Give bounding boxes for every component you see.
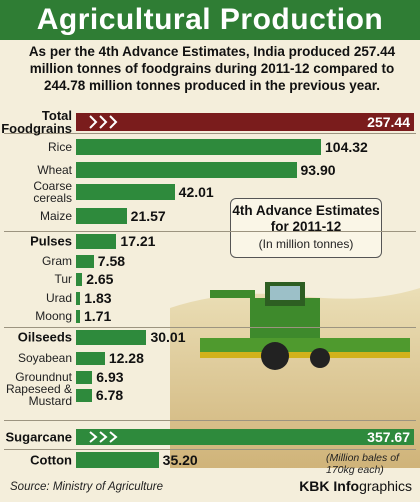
value-label: 2.65 (86, 271, 114, 287)
break-chevron (89, 431, 98, 443)
value-label: 6.93 (96, 369, 124, 385)
credit: KBK Infographics (299, 478, 412, 494)
value-label: 30.01 (150, 329, 186, 345)
value-label: 1.71 (84, 308, 112, 324)
break-mark (89, 115, 118, 129)
harvester-photo (170, 282, 420, 468)
category-label: Wheat (37, 163, 72, 177)
bar (76, 291, 81, 305)
value-label: 357.67 (367, 429, 410, 445)
subtitle: As per the 4th Advance Estimates, India … (28, 44, 396, 93)
category-label: Rapeseed & Mustard (5, 382, 72, 408)
bar (76, 309, 81, 323)
legend-box: 4th Advance Estimates for 2011-12 (In mi… (230, 198, 382, 258)
group-label: Sugarcane (5, 429, 72, 445)
value-label: 35.20 (162, 452, 198, 468)
separator (4, 133, 416, 134)
credit-brand: KBK Info (299, 478, 360, 494)
separator (4, 420, 416, 421)
value-label: 21.57 (130, 208, 166, 224)
bar (76, 429, 414, 445)
bar (76, 254, 94, 268)
value-label: 7.58 (97, 253, 126, 269)
separator (4, 327, 416, 328)
group-label: Pulses (30, 233, 72, 249)
category-label: Soyabean (17, 351, 72, 365)
break-mark (89, 431, 118, 443)
category-label: Rice (47, 140, 72, 154)
break-chevron (99, 431, 108, 443)
value-label: 93.90 (300, 162, 336, 178)
credit-rest: graphics (359, 478, 412, 494)
bar (76, 233, 117, 249)
category-label: Tur (54, 272, 72, 286)
source: Source: Ministry of Agriculture (10, 481, 163, 493)
break-chevron (109, 431, 118, 443)
separator (4, 449, 416, 450)
value-label: 42.01 (178, 184, 214, 200)
value-label: 257.44 (367, 114, 410, 130)
bar (76, 113, 414, 131)
category-label: Groundnut (15, 370, 72, 384)
category-label: Coarse cereals (33, 179, 72, 205)
bar (76, 351, 105, 365)
bar (76, 272, 83, 286)
value-label: 1.83 (84, 290, 112, 306)
bar (76, 139, 321, 155)
value-label: 12.28 (108, 350, 144, 366)
bar (76, 329, 147, 345)
chart-title: Agricultural Production (0, 0, 420, 40)
group-label: Oilseeds (17, 329, 72, 345)
break-chevron (89, 115, 98, 129)
group-label: Total Foodgrains (1, 108, 72, 136)
value-label: 104.32 (325, 139, 368, 155)
bar (76, 162, 297, 178)
bar (76, 388, 92, 402)
bar (76, 184, 175, 200)
category-label: Maize (39, 209, 72, 223)
bar (76, 452, 159, 468)
break-chevron (99, 115, 108, 129)
cotton-note: (Million bales of 170kg each) (326, 452, 399, 476)
box-title: 4th Advance Estimates for 2011-12 (232, 203, 380, 234)
break-chevron (109, 115, 118, 129)
value-label: 17.21 (120, 233, 156, 249)
unit-label: (In million tonnes) (258, 237, 354, 251)
category-label: Gram (42, 254, 72, 268)
category-label: Moong (35, 309, 72, 323)
category-label: Urad (45, 291, 72, 305)
value-label: 6.78 (95, 387, 124, 403)
bar (76, 208, 127, 224)
bar (76, 370, 93, 384)
group-label: Cotton (30, 452, 72, 468)
separator (4, 231, 416, 232)
